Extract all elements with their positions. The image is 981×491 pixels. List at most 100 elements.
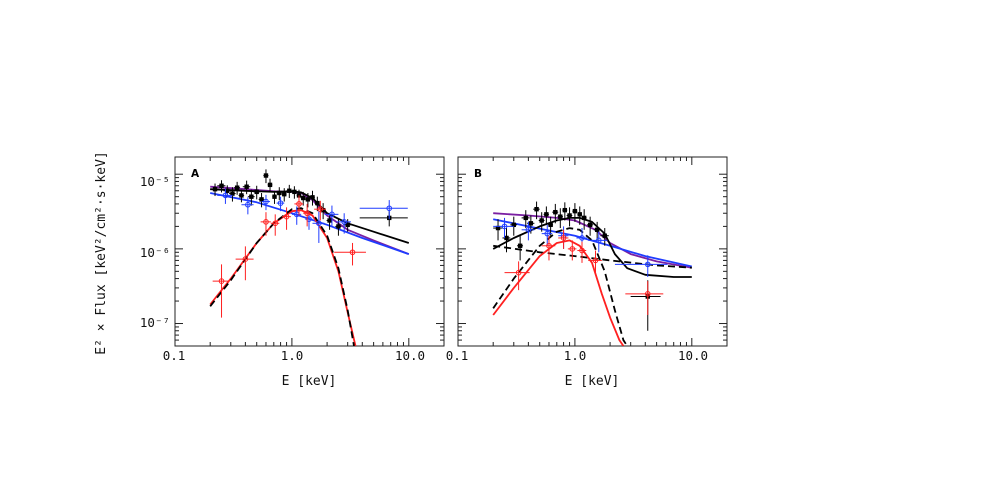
- red-data-point: [334, 242, 366, 266]
- black-data-point: [276, 187, 282, 201]
- panel-a-y-tick-label: 10⁻⁷: [140, 315, 170, 330]
- data-marker: [239, 193, 244, 198]
- blue-data-point: [276, 196, 285, 212]
- data-marker: [272, 220, 279, 227]
- data-marker: [263, 173, 269, 178]
- black-data-point: [229, 187, 236, 202]
- black-data-point: [577, 206, 582, 225]
- data-marker: [249, 194, 254, 199]
- data-marker: [341, 219, 347, 225]
- data-marker: [523, 215, 528, 221]
- blue-data-point: [217, 188, 233, 204]
- black-data-point: [543, 206, 549, 225]
- red-solid-model-curve: [492, 239, 625, 346]
- data-marker: [245, 201, 251, 208]
- black-data-point: [587, 216, 594, 236]
- data-marker: [558, 214, 563, 219]
- panel-b-x-tick-label: 1.0: [564, 348, 587, 363]
- data-marker: [315, 200, 320, 206]
- y-axis-title: E² × Flux [keV²/cm²·s·keV]: [94, 151, 109, 355]
- red-data-point: [625, 281, 664, 316]
- panel-b-frame: [457, 156, 728, 347]
- data-marker: [234, 185, 240, 190]
- black-data-point: [581, 209, 587, 230]
- data-marker: [495, 225, 501, 231]
- black-solid-model-curve: [492, 217, 692, 278]
- data-marker: [230, 191, 235, 196]
- black-data-point: [281, 188, 287, 202]
- panel-b-x-axis-title: E [keV]: [565, 374, 620, 389]
- red-data-point: [260, 212, 271, 236]
- data-marker: [225, 188, 230, 193]
- black-data-point: [320, 203, 326, 220]
- panel-a-plot-layer: [209, 169, 410, 346]
- panel-b-plot-layer: [492, 201, 692, 346]
- black-data-point: [217, 180, 226, 193]
- black-data-point: [566, 207, 573, 227]
- data-marker: [329, 211, 335, 218]
- data-marker: [259, 197, 264, 202]
- red-data-point: [567, 240, 577, 261]
- data-marker: [592, 257, 599, 264]
- data-marker: [577, 212, 582, 217]
- panel-a-x-tick-label: 1.0: [281, 348, 304, 363]
- red-data-point: [577, 241, 587, 263]
- data-marker: [222, 192, 229, 199]
- red-data-point: [314, 200, 326, 221]
- black-data-point: [234, 181, 241, 195]
- data-marker: [511, 222, 516, 228]
- black-data-point: [247, 189, 255, 206]
- black-data-point: [521, 210, 530, 229]
- black-dashed-model-curve: [493, 244, 692, 269]
- data-marker: [263, 198, 269, 205]
- data-marker: [316, 220, 322, 227]
- blue-data-point: [261, 194, 271, 211]
- data-marker: [594, 227, 600, 233]
- black-data-point: [291, 186, 297, 199]
- data-marker: [560, 235, 567, 241]
- black-data-point: [263, 169, 269, 184]
- panel-b-x-tick-label: 10.0: [678, 348, 708, 363]
- black-data-point: [267, 178, 273, 193]
- red-data-point: [270, 214, 280, 236]
- panel-a-ticks: [174, 157, 445, 347]
- panel-b: B 0.1 1.0 10.0 E [keV]: [446, 156, 728, 389]
- black-data-point: [502, 228, 511, 253]
- panel-b-label: B: [474, 168, 482, 180]
- black-dashed-model-curve: [209, 207, 355, 346]
- blue-data-point: [521, 221, 535, 241]
- data-marker: [292, 189, 297, 195]
- red-data-point: [504, 261, 530, 291]
- data-marker: [305, 197, 311, 202]
- data-marker: [272, 194, 277, 199]
- data-marker: [501, 223, 508, 230]
- black-data-point: [557, 208, 563, 229]
- data-marker: [515, 269, 522, 276]
- panel-b-x-tick-label: 0.1: [446, 348, 469, 363]
- blue-data-point: [493, 217, 514, 238]
- black-data-point: [600, 228, 609, 246]
- data-marker: [525, 227, 532, 233]
- black-data-point: [242, 180, 251, 195]
- data-marker: [219, 183, 224, 188]
- data-marker: [296, 201, 302, 207]
- red-data-point: [235, 246, 254, 281]
- data-marker: [581, 215, 587, 221]
- red-data-point: [212, 264, 230, 318]
- data-marker: [504, 235, 509, 241]
- data-marker: [287, 188, 292, 193]
- blue-data-point: [336, 213, 351, 234]
- panel-a-x-axis-title: E [keV]: [282, 374, 337, 389]
- black-data-point: [562, 202, 568, 221]
- black-dashed-model-curve: [492, 227, 628, 346]
- data-marker: [263, 219, 269, 225]
- black-data-point: [493, 219, 503, 241]
- data-marker: [644, 261, 651, 268]
- data-marker: [644, 291, 651, 297]
- black-data-point: [272, 190, 277, 204]
- black-data-point: [538, 212, 545, 232]
- blue-data-point: [359, 200, 408, 220]
- panel-a-x-tick-label: 0.1: [163, 348, 186, 363]
- data-marker: [569, 246, 576, 252]
